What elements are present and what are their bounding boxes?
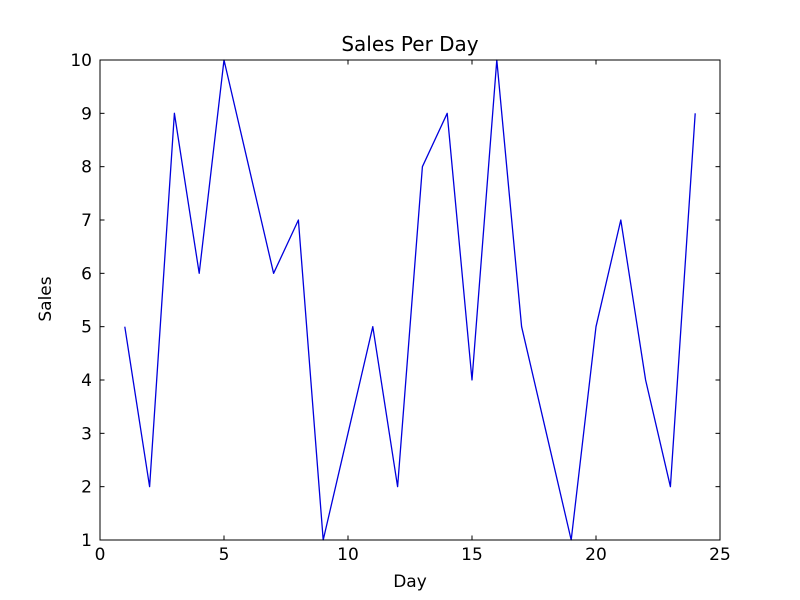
x-tick-label: 20: [585, 545, 607, 565]
y-tick-label: 10: [70, 51, 92, 71]
x-axis-label: Day: [393, 572, 427, 592]
x-tick-label: 0: [95, 545, 106, 565]
y-tick-label: 8: [81, 158, 92, 178]
y-tick-label: 2: [81, 478, 92, 498]
axis-tick-labels: 0 5 10 15 20 25 1 2 3 4 5 6 7 8 9 10: [70, 51, 730, 565]
x-tick-label: 10: [337, 545, 359, 565]
chart-title: Sales Per Day: [341, 32, 478, 56]
axis-ticks: [99, 59, 721, 541]
x-tick-label: 5: [219, 545, 230, 565]
y-tick-label: 5: [81, 318, 92, 338]
y-tick-label: 6: [81, 264, 92, 284]
plot-border: [99, 59, 721, 541]
y-tick-label: 1: [81, 531, 92, 551]
x-tick-label: 25: [709, 545, 731, 565]
y-tick-label: 9: [81, 104, 92, 124]
x-tick-label: 15: [461, 545, 483, 565]
y-tick-label: 7: [81, 211, 92, 231]
sales-line-series: [124, 59, 696, 541]
y-axis-label: Sales: [36, 276, 56, 321]
y-tick-label: 4: [81, 371, 92, 391]
y-tick-label: 3: [81, 424, 92, 444]
